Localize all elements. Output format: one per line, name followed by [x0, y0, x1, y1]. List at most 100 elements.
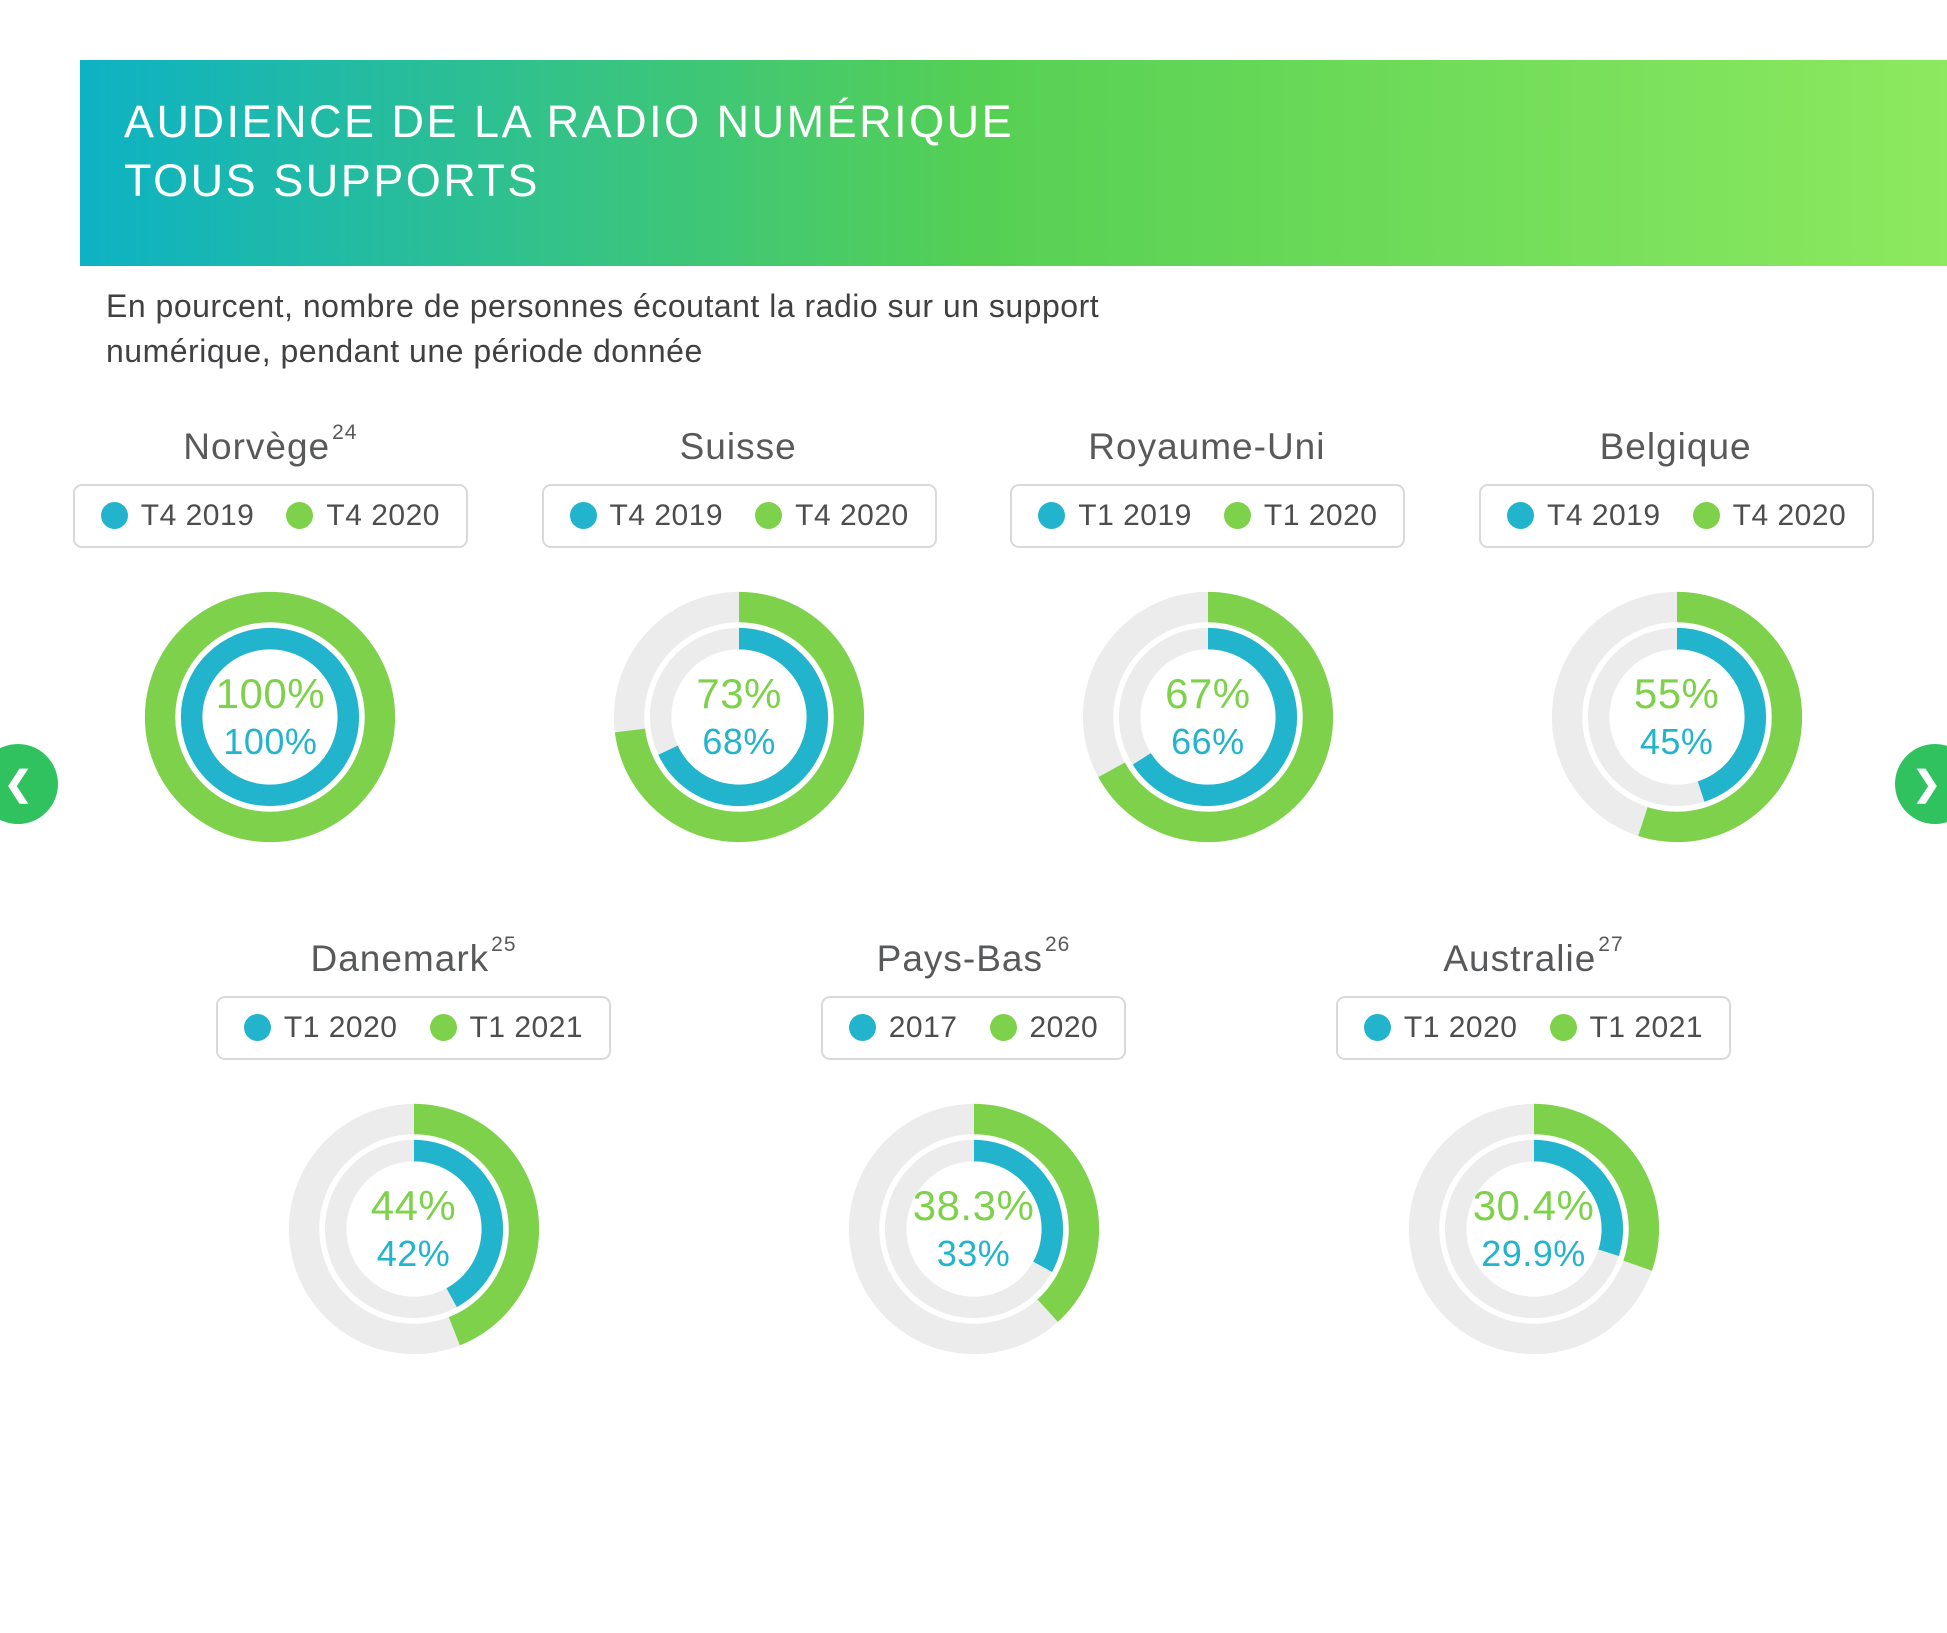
donut-rings	[848, 1103, 1099, 1354]
donut-center-values: 55% 45%	[1538, 578, 1816, 856]
chart-card-suisse: Suisse T4 2019 T4 2020	[519, 426, 959, 856]
inner-teal-arc	[181, 627, 360, 806]
legend-label: 2017	[888, 1010, 958, 1044]
green-dot-icon	[1692, 502, 1720, 530]
outer-green-arc	[145, 591, 396, 842]
chart-legend: T1 2020 T1 2021	[215, 995, 612, 1060]
teal-value: 68%	[702, 721, 776, 763]
chart-title: Australie27	[1443, 933, 1623, 980]
green-dot-icon	[755, 502, 783, 530]
legend-label: 2020	[1029, 1010, 1099, 1044]
teal-dot-icon	[1038, 502, 1066, 530]
country-name: Suisse	[679, 425, 797, 467]
chart-title: Suisse	[680, 426, 799, 468]
inner-teal-arc	[884, 1139, 1063, 1318]
page-title-line1: AUDIENCE DE LA RADIO NUMÉRIQUE	[124, 96, 1015, 147]
chevron-right-icon: ❯	[1912, 765, 1942, 803]
page-subtitle-line1: En pourcent, nombre de personnes écoutan…	[106, 288, 1100, 324]
chart-title: Danemark25	[310, 933, 516, 980]
page-title-line2: TOUS SUPPORTS	[124, 155, 540, 207]
teal-dot-icon	[569, 502, 597, 530]
legend-label: T4 2019	[1547, 498, 1661, 532]
green-value: 38.3%	[912, 1182, 1035, 1230]
chart-legend: T4 2019 T4 2020	[541, 483, 937, 548]
footnote-ref: 26	[1044, 933, 1071, 957]
inner-teal-arc	[324, 1139, 503, 1318]
legend-item-period1: T4 2019	[569, 498, 724, 533]
donut-rings	[288, 1103, 539, 1354]
country-name: Royaume-Uni	[1088, 425, 1326, 467]
donut-rings	[1082, 591, 1333, 842]
donut-center-values: 67% 66%	[1069, 578, 1347, 856]
country-name: Pays-Bas	[876, 937, 1043, 979]
teal-value: 100%	[223, 721, 318, 763]
teal-dot-icon	[243, 1014, 271, 1042]
legend-item-period2: T4 2020	[755, 499, 909, 533]
legend-label: T4 2019	[140, 498, 255, 532]
donut-rings	[614, 591, 865, 842]
outer-green-arc	[614, 591, 865, 842]
donut-center-values: 73% 68%	[600, 578, 878, 856]
inner-teal-arc	[1118, 627, 1297, 806]
green-dot-icon	[1223, 502, 1251, 530]
donut-rings	[1551, 591, 1802, 842]
donut-center-values: 38.3% 33%	[835, 1090, 1113, 1368]
legend-item-period1: T1 2019	[1038, 499, 1192, 533]
footnote-ref: 25	[491, 933, 517, 957]
country-name: Australie	[1443, 937, 1597, 979]
charts-row-2: Danemark25 T1 2020 T1 2021	[0, 933, 1947, 1368]
chart-title: Pays-Bas26	[876, 933, 1071, 980]
chart-title: Belgique	[1600, 426, 1754, 468]
chart-legend: T4 2019 T4 2020	[72, 483, 468, 548]
charts-row-1: Norvège24 T4 2019 T4 2020	[0, 421, 1947, 856]
page-subtitle: En pourcent, nombre de personnes écoutan…	[106, 284, 1947, 374]
legend-label: T4 2019	[609, 498, 724, 532]
legend-label: T1 2021	[1589, 1010, 1704, 1044]
teal-dot-icon	[848, 1014, 876, 1042]
footnote-ref: 27	[1598, 933, 1624, 957]
legend-label: T4 2020	[1732, 498, 1847, 532]
legend-label: T1 2020	[1263, 498, 1378, 532]
donut-chart: 67% 66%	[1069, 578, 1347, 856]
donut-center-values: 30.4% 29.9%	[1395, 1090, 1673, 1368]
teal-value: 45%	[1639, 721, 1714, 763]
legend-item-period2: T4 2020	[286, 499, 440, 533]
inner-teal-arc	[650, 627, 829, 806]
inner-teal-arc	[1444, 1139, 1623, 1318]
donut-chart: 55% 45%	[1538, 578, 1816, 856]
green-dot-icon	[1549, 1014, 1577, 1042]
page-title: AUDIENCE DE LA RADIO NUMÉRIQUE TOUS SUPP…	[124, 92, 1947, 211]
outer-green-arc	[848, 1103, 1099, 1354]
chart-card-australie: Australie27 T1 2020 T1 2021	[1314, 933, 1754, 1368]
donut-chart: 30.4% 29.9%	[1395, 1090, 1673, 1368]
green-value: 73%	[696, 670, 782, 718]
legend-item-period2: T1 2020	[1223, 498, 1378, 533]
legend-label: T1 2019	[1078, 498, 1192, 532]
footnote-ref: 24	[332, 421, 358, 445]
legend-item-period1: T1 2020	[243, 1011, 398, 1045]
green-value: 55%	[1633, 670, 1720, 718]
inner-teal-arc	[1587, 627, 1766, 806]
outer-green-arc	[288, 1103, 539, 1354]
donut-rings	[145, 591, 396, 842]
country-name: Norvège	[183, 425, 331, 467]
donut-center-values: 44% 42%	[275, 1090, 553, 1368]
country-name: Danemark	[310, 937, 490, 979]
country-name: Belgique	[1599, 425, 1752, 467]
donut-chart: 73% 68%	[600, 578, 878, 856]
teal-value: 29.9%	[1481, 1233, 1586, 1275]
legend-item-period2: T1 2021	[1549, 1010, 1704, 1045]
teal-value: 33%	[936, 1233, 1011, 1275]
chart-card-danemark: Danemark25 T1 2020 T1 2021	[194, 933, 634, 1368]
green-dot-icon	[989, 1014, 1017, 1042]
chart-legend: T1 2019 T1 2020	[1010, 483, 1406, 548]
legend-label: T4 2020	[326, 498, 440, 532]
legend-item-period2: T1 2021	[429, 1011, 584, 1045]
legend-label: T1 2020	[1403, 1010, 1518, 1044]
legend-label: T4 2020	[795, 498, 909, 532]
chart-legend: 2017 2020	[820, 995, 1127, 1060]
legend-item-period2: 2020	[989, 1010, 1099, 1045]
green-dot-icon	[429, 1014, 457, 1042]
donut-rings	[1408, 1103, 1659, 1354]
